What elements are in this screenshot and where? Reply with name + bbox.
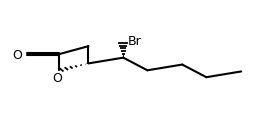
Text: Br: Br bbox=[127, 34, 141, 47]
Text: O: O bbox=[53, 72, 62, 85]
Text: O: O bbox=[12, 48, 22, 61]
